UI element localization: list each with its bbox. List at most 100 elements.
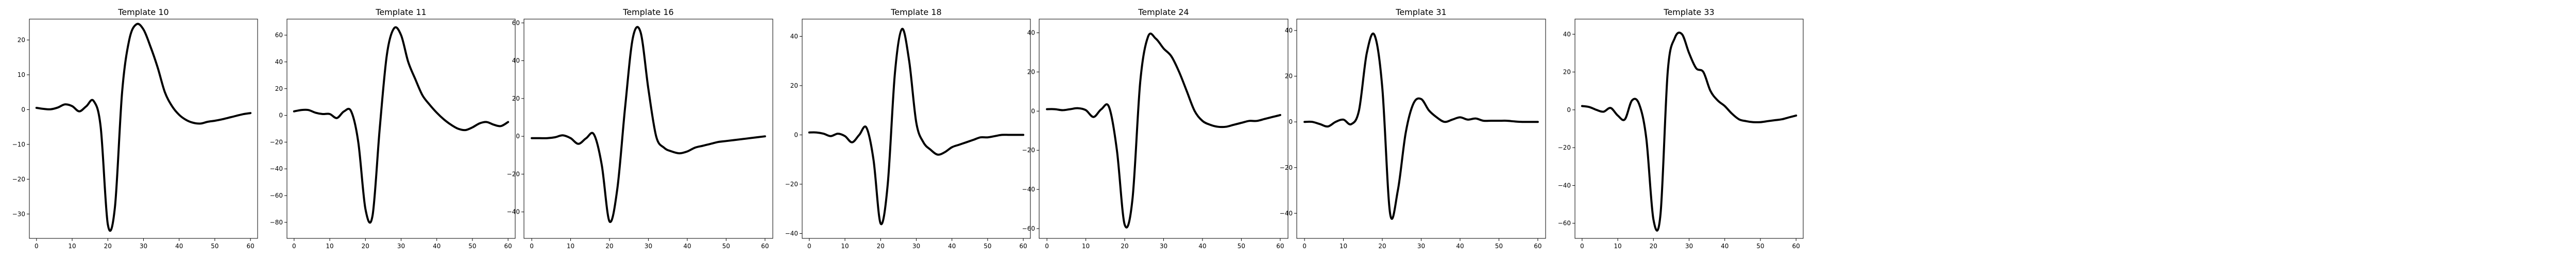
x-tick-label: 30	[912, 243, 920, 250]
x-tick-label: 40	[1198, 243, 1206, 250]
y-tick-label: −40	[507, 208, 520, 216]
x-tick-label: 60	[1792, 243, 1800, 250]
y-tick-label: 0	[1031, 107, 1035, 115]
y-tick-label: 20	[1285, 73, 1293, 80]
y-tick-label: −30	[12, 211, 25, 218]
chart-panel: Template 24 0 10 20 30 40 50 60 −60 −40 −20 0 20 40	[1022, 7, 1289, 250]
x-tick-label: 60	[247, 243, 255, 250]
y-tick-label: 40	[790, 33, 798, 40]
chart-title: Template 33	[1663, 7, 1714, 17]
chart-title: Template 24	[1138, 7, 1189, 17]
y-tick-label: −40	[270, 165, 283, 172]
series-line	[35, 23, 252, 232]
y-tick-label: 20	[1027, 68, 1035, 75]
x-tick-label: 30	[140, 243, 147, 250]
x-tick-label: 40	[948, 243, 956, 250]
x-tick-label: 50	[468, 243, 476, 250]
y-tick-label: 0	[1289, 118, 1293, 125]
x-tick-label: 60	[504, 243, 512, 250]
y-tick-label: −40	[1022, 186, 1035, 193]
y-tick-label: 40	[1027, 29, 1035, 37]
y-tick-label: −10	[12, 141, 25, 148]
x-tick-label: 60	[1276, 243, 1284, 250]
chart-title: Template 11	[375, 7, 426, 17]
x-tick-label: 50	[722, 243, 730, 250]
chart-panel: Template 11 0 10 20 30 40 50 60 −80 −60 −40 −20 0 20 4…	[270, 7, 516, 250]
y-tick-label: 60	[275, 31, 283, 39]
x-tick-label: 10	[326, 243, 333, 250]
axes-frame	[1296, 19, 1546, 239]
x-tick-label: 0	[530, 243, 534, 250]
chart-title: Template 31	[1395, 7, 1446, 17]
y-tick-label: −20	[270, 138, 283, 146]
x-tick-label: 10	[68, 243, 76, 250]
axes-frame	[523, 19, 773, 239]
y-tick-label: 20	[512, 95, 520, 102]
y-tick-label: 40	[512, 57, 520, 64]
x-tick-label: 50	[1495, 243, 1503, 250]
x-tick-label: 40	[1721, 243, 1728, 250]
x-tick-label: 40	[683, 243, 691, 250]
x-tick-label: 0	[1580, 243, 1584, 250]
x-tick-label: 30	[1160, 243, 1167, 250]
x-tick-label: 10	[841, 243, 849, 250]
y-tick-label: −20	[785, 181, 798, 188]
series-line	[808, 28, 1025, 225]
chart-panel: Template 10 0 10 20 30 40 50 60 −30 −20 −10 0 10 20	[12, 7, 258, 250]
x-tick-label: 30	[645, 243, 652, 250]
y-tick-label: 0	[794, 131, 798, 138]
y-tick-label: −60	[1022, 225, 1035, 232]
x-tick-label: 60	[1534, 243, 1541, 250]
x-tick-label: 30	[1685, 243, 1693, 250]
axes-frame	[1039, 19, 1289, 239]
x-tick-label: 20	[1121, 243, 1128, 250]
y-tick-label: 40	[275, 58, 283, 66]
y-tick-label: −40	[1558, 182, 1571, 189]
x-tick-label: 0	[807, 243, 811, 250]
x-tick-label: 40	[433, 243, 440, 250]
axes-frame	[29, 19, 258, 239]
series-line	[1046, 33, 1281, 229]
x-tick-label: 0	[1302, 243, 1307, 250]
x-tick-label: 30	[397, 243, 405, 250]
x-tick-label: 60	[761, 243, 769, 250]
y-tick-label: 0	[1567, 106, 1571, 114]
y-tick-label: −20	[12, 175, 25, 183]
series-line	[1581, 31, 1798, 232]
y-tick-label: 0	[21, 106, 25, 113]
x-tick-label: 10	[567, 243, 574, 250]
y-tick-label: −20	[507, 170, 520, 178]
chart-panel: Template 31 0 10 20 30 40 50 60 −40 −20 0 20 40	[1280, 7, 1546, 250]
chart-title: Template 10	[117, 7, 168, 17]
x-tick-label: 0	[35, 243, 39, 250]
chart-panel: Template 18 0 10 20 30 40 50 60 −40 −20 0 20 40	[785, 7, 1031, 250]
axes-frame	[802, 19, 1031, 239]
x-tick-label: 50	[211, 243, 218, 250]
axes-frame	[286, 19, 516, 239]
chart-title: Template 18	[890, 7, 941, 17]
chart-title: Template 16	[622, 7, 673, 17]
y-tick-label: 20	[18, 36, 25, 43]
x-tick-label: 60	[1020, 243, 1027, 250]
x-tick-label: 40	[1456, 243, 1464, 250]
y-tick-label: 40	[1563, 30, 1571, 38]
x-tick-label: 20	[1650, 243, 1657, 250]
x-tick-label: 20	[605, 243, 613, 250]
x-tick-label: 50	[1756, 243, 1764, 250]
y-tick-label: 0	[279, 112, 283, 119]
x-tick-label: 20	[877, 243, 885, 250]
y-tick-label: −60	[270, 192, 283, 199]
x-tick-label: 30	[1417, 243, 1425, 250]
x-tick-label: 0	[1045, 243, 1049, 250]
y-tick-label: 20	[790, 82, 798, 89]
x-tick-label: 10	[1082, 243, 1090, 250]
y-tick-label: 20	[1563, 69, 1571, 76]
series-line	[293, 26, 510, 224]
y-tick-label: 0	[516, 133, 520, 140]
chart-panel: Template 33 0 10 20 30 40 50 60 −60 −40 −20 0 20 40	[1558, 7, 1804, 250]
y-tick-label: 20	[275, 85, 283, 92]
chart-panel: Template 16 0 10 20 30 40 50 60 −40 −20 0 20 40 60	[507, 7, 773, 250]
x-tick-label: 10	[1614, 243, 1621, 250]
series-line	[1303, 33, 1539, 220]
